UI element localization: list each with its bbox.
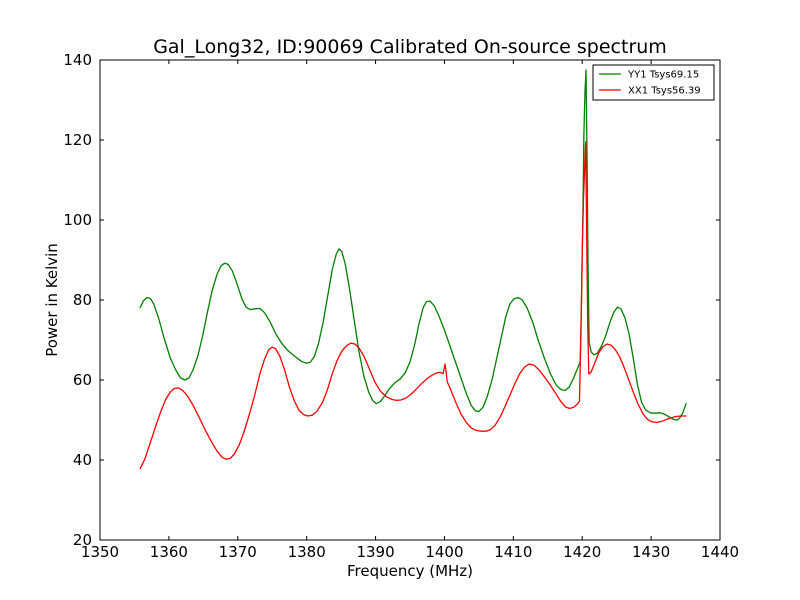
y-axis-label: Power in Kelvin bbox=[43, 243, 61, 357]
x-tick-label: 1440 bbox=[701, 543, 739, 561]
axes-frame bbox=[99, 59, 721, 541]
x-tick-label: 1420 bbox=[563, 543, 601, 561]
series-layer bbox=[139, 69, 687, 470]
y-tick-label: 140 bbox=[63, 51, 92, 69]
plot-area: 1350 1360 1370 1380 1390 1400 1410 1420 1430 1440… bbox=[63, 51, 739, 561]
y-tick-label: 20 bbox=[73, 531, 92, 549]
legend-label-yy1: YY1 Tsys69.15 bbox=[627, 70, 699, 81]
ticks-layer: 1350 1360 1370 1380 1390 1400 1410 1420 1430 1440… bbox=[63, 51, 739, 561]
x-tick-label: 1400 bbox=[425, 543, 463, 561]
axes-background bbox=[100, 60, 720, 540]
x-tick-label: 1370 bbox=[219, 543, 257, 561]
x-axis-label: Frequency (MHz) bbox=[347, 562, 473, 580]
y-tick-label: 120 bbox=[63, 131, 92, 149]
series-line-1 bbox=[139, 141, 687, 470]
chart-title: Gal_Long32, ID:90069 Calibrated On-sourc… bbox=[153, 36, 667, 58]
x-tick-label: 1430 bbox=[632, 543, 670, 561]
x-tick-label: 1350 bbox=[81, 543, 119, 561]
x-tick-label: 1360 bbox=[150, 543, 188, 561]
legend-frame bbox=[592, 64, 715, 101]
legend-label-xx1: XX1 Tsys56.39 bbox=[628, 86, 701, 97]
x-tick-label: 1380 bbox=[288, 543, 326, 561]
y-tick-label: 40 bbox=[73, 451, 92, 469]
y-tick-label: 60 bbox=[73, 371, 92, 389]
series-line-0 bbox=[139, 69, 687, 421]
x-tick-label: 1390 bbox=[356, 543, 394, 561]
legend: YY1 Tsys69.15 XX1 Tsys56.39 bbox=[592, 64, 715, 101]
x-tick-label: 1410 bbox=[494, 543, 532, 561]
y-tick-label: 100 bbox=[63, 211, 92, 229]
y-tick-label: 80 bbox=[73, 291, 92, 309]
